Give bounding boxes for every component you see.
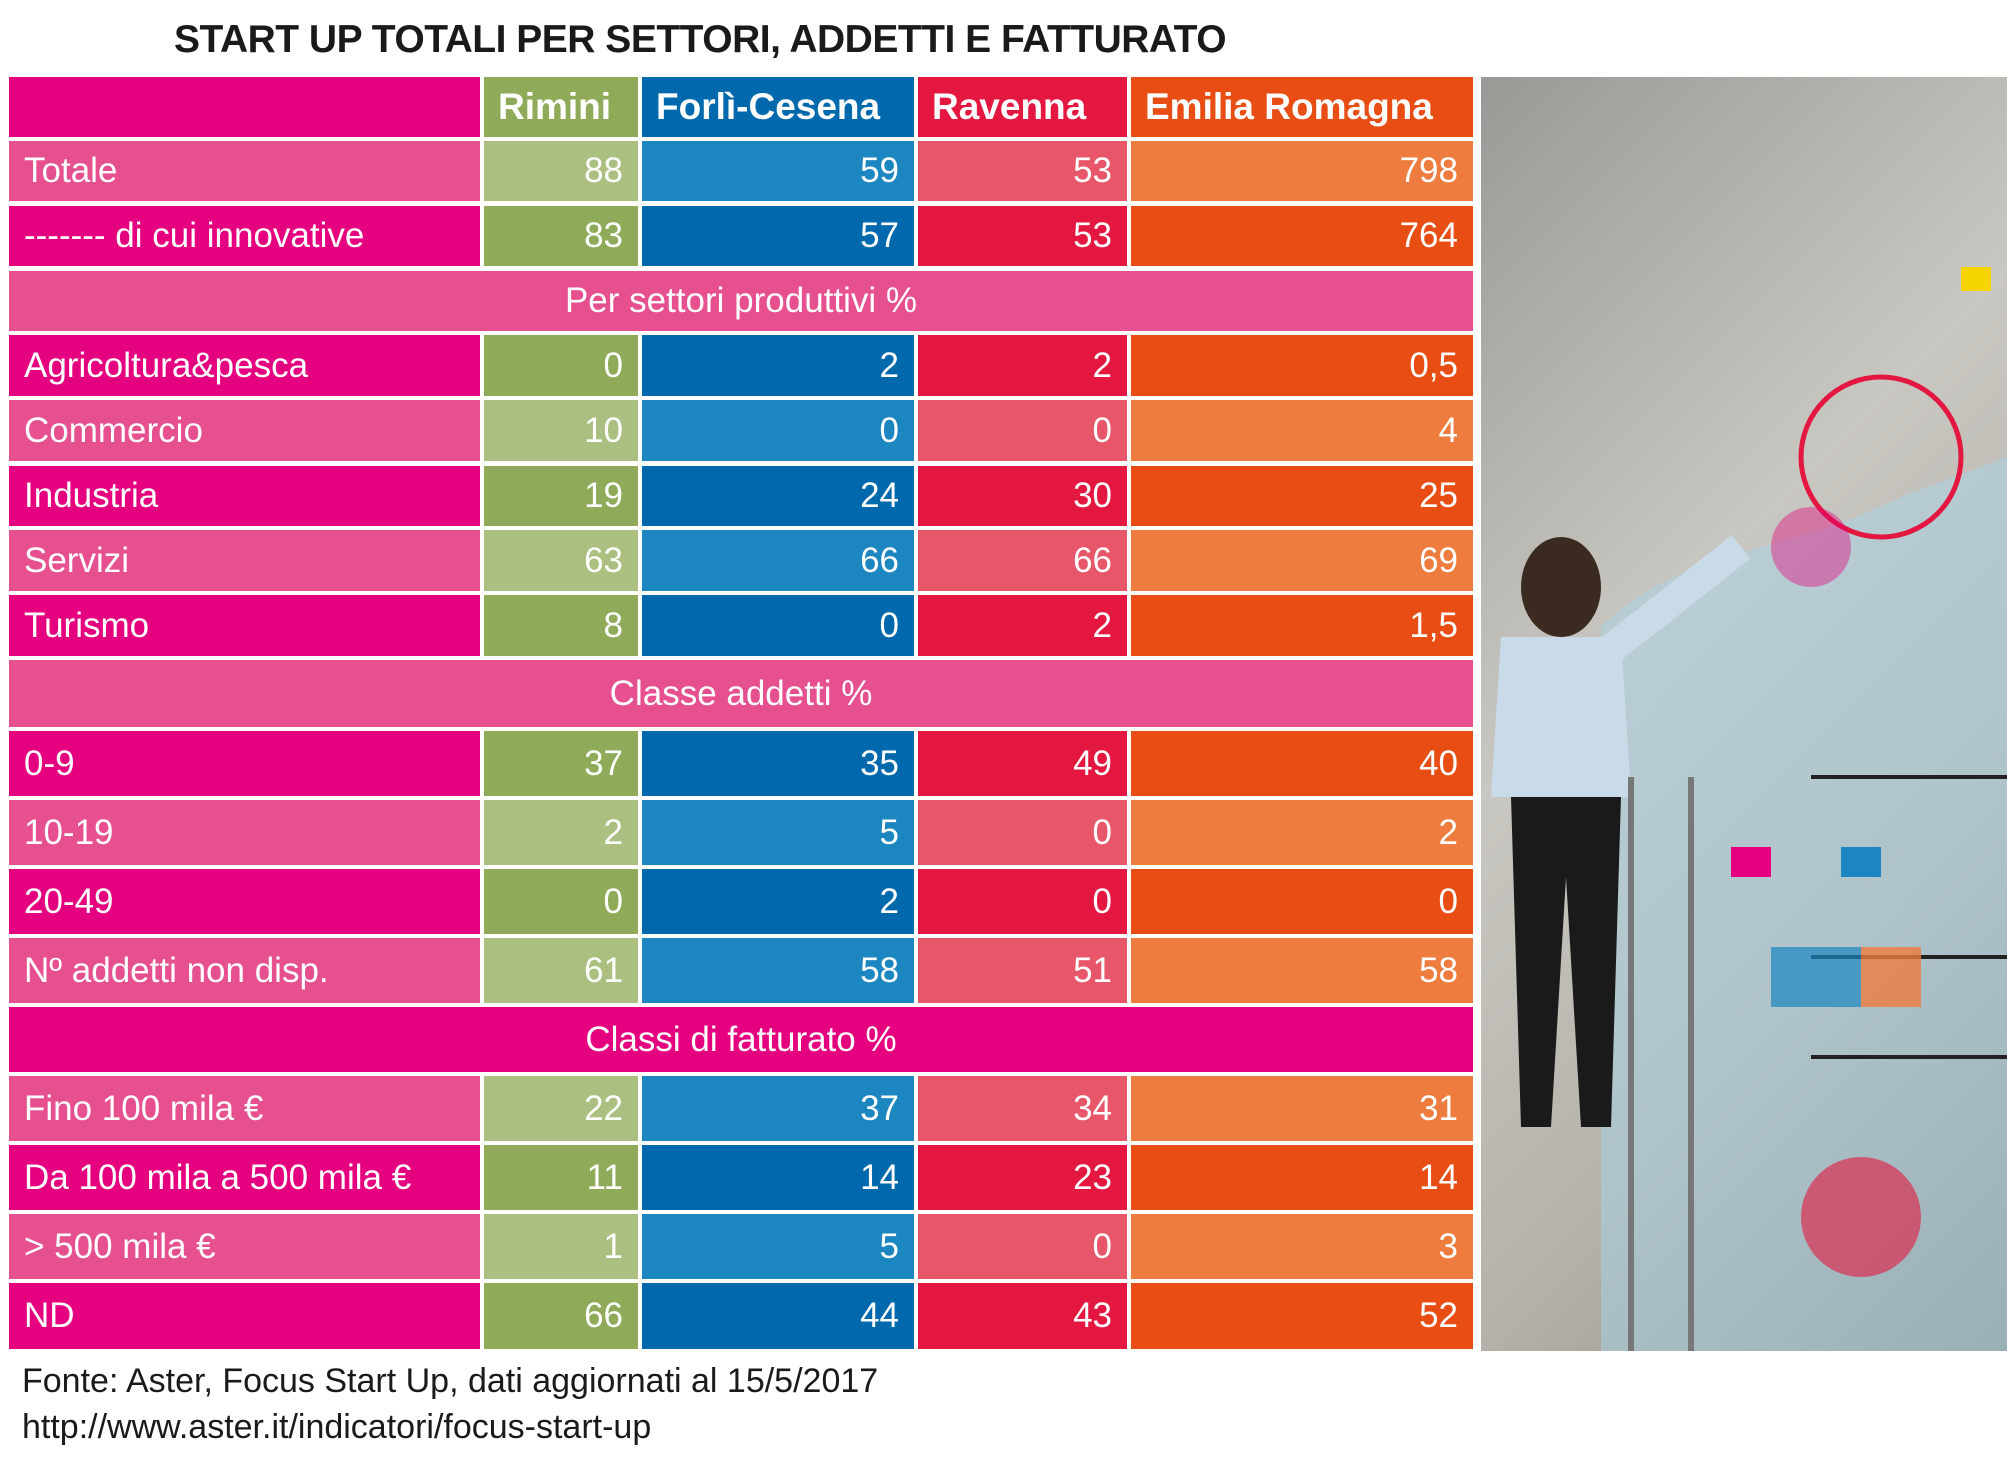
cell-emilia-romagna: 14 <box>1131 1145 1473 1210</box>
cell-ravenna: 53 <box>918 141 1127 201</box>
row-label: Turismo <box>9 595 480 656</box>
cell-ravenna: 53 <box>918 206 1127 266</box>
cell-ravenna: 49 <box>918 731 1127 796</box>
source-note: Fonte: Aster, Focus Start Up, dati aggio… <box>22 1362 879 1400</box>
illustration-photo <box>1481 77 2007 1351</box>
row-label: ------- di cui innovative <box>9 206 480 266</box>
column-header-forli-cesena: Forlì-Cesena <box>642 77 914 137</box>
cell-rimini: 1 <box>484 1214 638 1279</box>
cell-ravenna: 0 <box>918 800 1127 865</box>
cell-rimini: 0 <box>484 869 638 934</box>
cell-forli-cesena: 14 <box>642 1145 914 1210</box>
cell-ravenna: 2 <box>918 595 1127 656</box>
table-title: START UP TOTALI PER SETTORI, ADDETTI E F… <box>174 18 1227 61</box>
cell-emilia-romagna: 31 <box>1131 1076 1473 1141</box>
cell-forli-cesena: 5 <box>642 800 914 865</box>
row-label: Fino 100 mila € <box>9 1076 480 1141</box>
cell-rimini: 61 <box>484 938 638 1003</box>
cell-rimini: 88 <box>484 141 638 201</box>
section-header: Per settori produttivi % <box>9 271 1473 331</box>
cell-forli-cesena: 58 <box>642 938 914 1003</box>
row-label: Servizi <box>9 530 480 591</box>
cell-ravenna: 30 <box>918 466 1127 526</box>
cell-rimini: 10 <box>484 400 638 461</box>
row-label: Agricoltura&pesca <box>9 335 480 396</box>
cell-forli-cesena: 44 <box>642 1283 914 1349</box>
section-header: Classe addetti % <box>9 660 1473 727</box>
cell-emilia-romagna: 40 <box>1131 731 1473 796</box>
column-header-emilia-romagna: Emilia Romagna <box>1131 77 1473 137</box>
cell-emilia-romagna: 4 <box>1131 400 1473 461</box>
cell-forli-cesena: 0 <box>642 400 914 461</box>
cell-ravenna: 66 <box>918 530 1127 591</box>
source-url[interactable]: http://www.aster.it/indicatori/focus-sta… <box>22 1408 652 1446</box>
cell-emilia-romagna: 0,5 <box>1131 335 1473 396</box>
cell-ravenna: 0 <box>918 869 1127 934</box>
cell-forli-cesena: 2 <box>642 335 914 396</box>
row-label: 10-19 <box>9 800 480 865</box>
cell-emilia-romagna: 25 <box>1131 466 1473 526</box>
cell-ravenna: 0 <box>918 1214 1127 1279</box>
cell-emilia-romagna: 1,5 <box>1131 595 1473 656</box>
cell-ravenna: 51 <box>918 938 1127 1003</box>
header-blank <box>9 77 480 137</box>
row-label: Totale <box>9 141 480 201</box>
cell-forli-cesena: 57 <box>642 206 914 266</box>
cell-emilia-romagna: 798 <box>1131 141 1473 201</box>
row-label: 0-9 <box>9 731 480 796</box>
cell-forli-cesena: 59 <box>642 141 914 201</box>
row-label: 20-49 <box>9 869 480 934</box>
cell-emilia-romagna: 52 <box>1131 1283 1473 1349</box>
cell-forli-cesena: 37 <box>642 1076 914 1141</box>
row-label: Commercio <box>9 400 480 461</box>
cell-rimini: 37 <box>484 731 638 796</box>
cell-forli-cesena: 0 <box>642 595 914 656</box>
cell-ravenna: 23 <box>918 1145 1127 1210</box>
cell-rimini: 8 <box>484 595 638 656</box>
cell-rimini: 22 <box>484 1076 638 1141</box>
cell-emilia-romagna: 2 <box>1131 800 1473 865</box>
section-header: Classi di fatturato % <box>9 1007 1473 1072</box>
cell-ravenna: 43 <box>918 1283 1127 1349</box>
cell-emilia-romagna: 58 <box>1131 938 1473 1003</box>
cell-ravenna: 34 <box>918 1076 1127 1141</box>
row-label: Nº addetti non disp. <box>9 938 480 1003</box>
cell-forli-cesena: 5 <box>642 1214 914 1279</box>
cell-rimini: 19 <box>484 466 638 526</box>
man-drawing-on-wall-image <box>1491 267 2007 1351</box>
cell-ravenna: 0 <box>918 400 1127 461</box>
cell-rimini: 2 <box>484 800 638 865</box>
row-label: Industria <box>9 466 480 526</box>
cell-emilia-romagna: 764 <box>1131 206 1473 266</box>
cell-ravenna: 2 <box>918 335 1127 396</box>
cell-emilia-romagna: 3 <box>1131 1214 1473 1279</box>
row-label: Da 100 mila a 500 mila € <box>9 1145 480 1210</box>
cell-rimini: 83 <box>484 206 638 266</box>
cell-forli-cesena: 35 <box>642 731 914 796</box>
cell-rimini: 0 <box>484 335 638 396</box>
column-header-ravenna: Ravenna <box>918 77 1127 137</box>
cell-emilia-romagna: 69 <box>1131 530 1473 591</box>
column-header-rimini: Rimini <box>484 77 638 137</box>
cell-forli-cesena: 66 <box>642 530 914 591</box>
row-label: > 500 mila € <box>9 1214 480 1279</box>
cell-forli-cesena: 2 <box>642 869 914 934</box>
cell-forli-cesena: 24 <box>642 466 914 526</box>
cell-rimini: 66 <box>484 1283 638 1349</box>
cell-rimini: 11 <box>484 1145 638 1210</box>
cell-emilia-romagna: 0 <box>1131 869 1473 934</box>
row-label: ND <box>9 1283 480 1349</box>
cell-rimini: 63 <box>484 530 638 591</box>
